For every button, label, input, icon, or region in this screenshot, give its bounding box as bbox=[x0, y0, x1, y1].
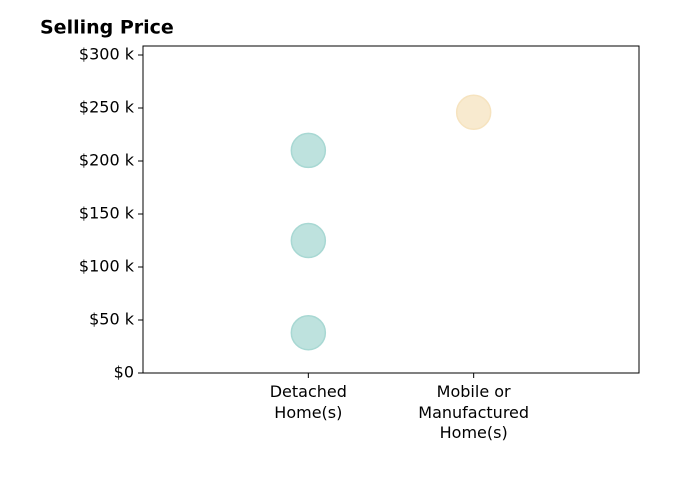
x-tick-label: Detached Home(s) bbox=[269, 382, 347, 422]
point bbox=[290, 314, 327, 351]
point bbox=[290, 132, 327, 169]
y-tick-label: $150 k bbox=[79, 204, 135, 223]
y-tick-label: $100 k bbox=[79, 257, 135, 276]
x-tick-label: Mobile or Manufactured Home(s) bbox=[418, 382, 530, 442]
y-tick-label: $50 k bbox=[89, 310, 135, 329]
y-tick-label: $0 bbox=[114, 363, 134, 382]
point bbox=[455, 94, 492, 130]
y-tick-label: $300 k bbox=[79, 45, 135, 64]
plot-frame bbox=[142, 45, 640, 374]
point bbox=[290, 222, 327, 259]
y-tick-label: $200 k bbox=[79, 151, 135, 170]
chart-title: Selling Price bbox=[40, 17, 174, 39]
y-tick-label: $250 k bbox=[79, 98, 135, 117]
